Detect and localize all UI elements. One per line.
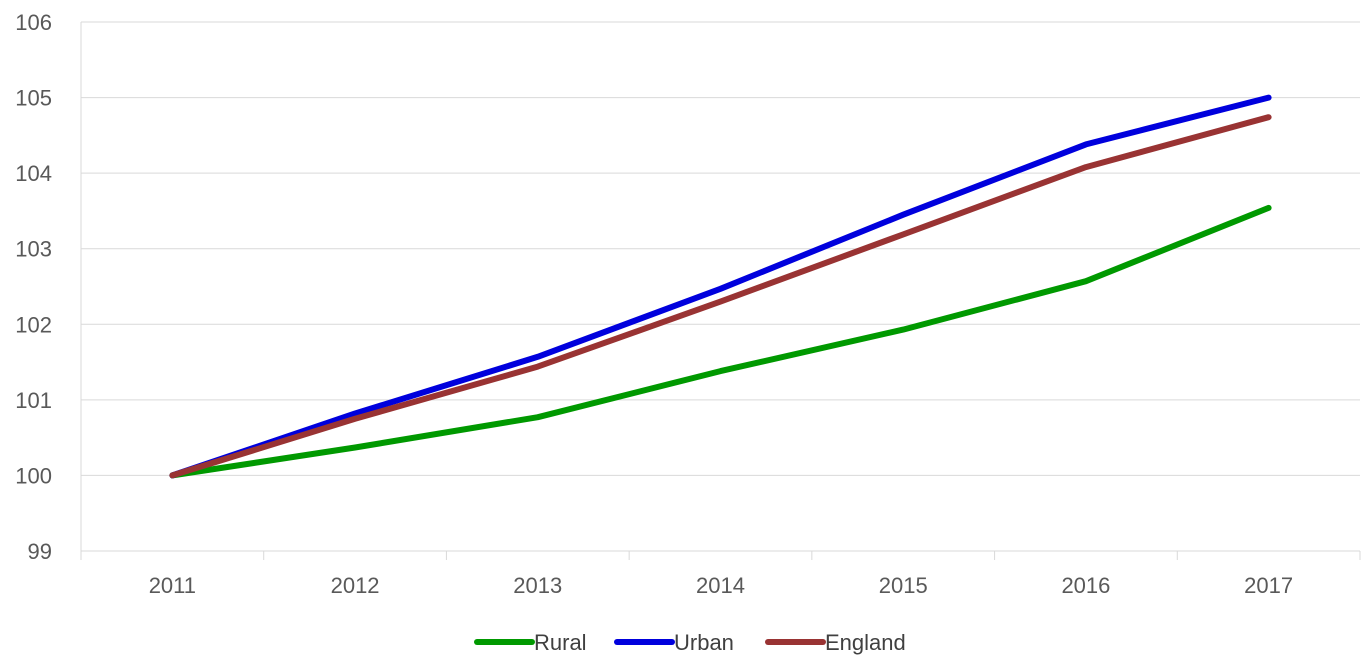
legend: Rural Urban England (474, 630, 906, 655)
y-tick-label: 105 (15, 86, 52, 111)
series-line-urban (169, 94, 1272, 479)
legend-item-urban: Urban (614, 630, 734, 655)
axes (80, 22, 1361, 560)
legend-item-england: England (765, 630, 906, 655)
x-tick-label: 2012 (331, 573, 380, 598)
x-tick-label: 2016 (1061, 573, 1110, 598)
x-axis-ticks: 2011 2012 2013 2014 2015 2016 2017 (149, 573, 1293, 598)
y-tick-label: 104 (15, 161, 52, 186)
series-line-rural (169, 204, 1272, 479)
y-tick-label: 106 (15, 10, 52, 35)
x-tick-label: 2013 (513, 573, 562, 598)
y-tick-label: 103 (15, 237, 52, 262)
series-line-england (169, 114, 1272, 479)
legend-label: Rural (534, 630, 587, 655)
x-tick-label: 2011 (149, 573, 196, 598)
series-lines (169, 94, 1272, 479)
y-tick-label: 101 (15, 388, 52, 413)
y-tick-label: 102 (15, 312, 52, 337)
x-tick-label: 2015 (879, 573, 928, 598)
y-axis-ticks: 99 100 101 102 103 104 105 106 (15, 10, 52, 564)
y-tick-label: 100 (15, 463, 52, 488)
legend-item-rural: Rural (474, 630, 587, 655)
gridlines (81, 21, 1360, 476)
x-tick-label: 2014 (696, 573, 745, 598)
legend-label: England (825, 630, 906, 655)
x-tick-label: 2017 (1244, 573, 1293, 598)
legend-label: Urban (674, 630, 734, 655)
y-tick-label: 99 (28, 539, 52, 564)
